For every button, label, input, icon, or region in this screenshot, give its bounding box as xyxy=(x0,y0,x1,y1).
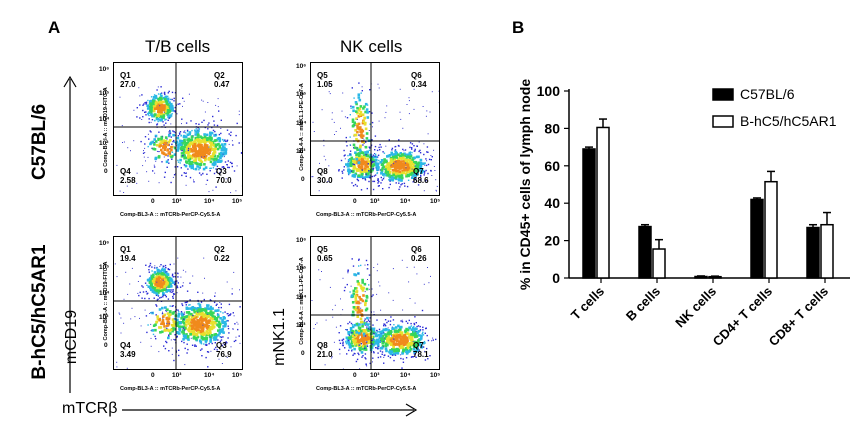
flow-x-axis-label: Comp-BL3-A :: mTCRb-PerCP-Cy5.5-A xyxy=(316,386,417,392)
flow-y-tick: 10⁴ xyxy=(296,120,307,127)
x-tick-label: NK cells xyxy=(672,284,719,331)
bar xyxy=(638,225,652,279)
quadrant-label: Q2 0.22 xyxy=(214,245,230,263)
panel-b-letter: B xyxy=(512,18,525,37)
flow-x-tick: 10³ xyxy=(172,198,182,205)
flow-x-axis-label: Comp-BL3-A :: mTCRb-PerCP-Cy5.5-A xyxy=(120,386,221,392)
y-tick-label: 80 xyxy=(544,120,560,136)
quadrant-label: Q6 0.26 xyxy=(411,245,427,263)
flow-y-axis-label: Comp-BL4-A :: mNK1.1-PE-Cy7-A xyxy=(299,257,305,345)
flow-x-axis-label: Comp-BL3-A :: mTCRb-PerCP-Cy5.5-A xyxy=(120,212,221,218)
x-tick-label: CD8+ T cells xyxy=(766,284,832,350)
quadrant-label: Q7 68.6 xyxy=(413,167,429,185)
x-tick-label: T cells xyxy=(568,284,607,323)
quadrant-label: Q4 3.49 xyxy=(120,341,136,359)
bar xyxy=(820,223,834,279)
bar xyxy=(596,126,610,279)
vertical-arrow xyxy=(63,75,77,393)
flow-x-tick: 0 xyxy=(151,372,155,379)
nk-cells-title: NK cells xyxy=(340,37,403,56)
flow-y-tick: 10⁵ xyxy=(296,265,307,272)
y-tick-label: 60 xyxy=(544,158,560,174)
legend-label: C57BL/6 xyxy=(740,86,795,102)
quadrant-label: Q3 76.9 xyxy=(216,341,232,359)
row-label-c57bl6: C57BL/6 xyxy=(29,103,50,181)
quadrant-label: Q5 1.05 xyxy=(317,71,333,89)
quadrant-label: Q1 19.4 xyxy=(120,245,136,263)
flow-y-tick: 0 xyxy=(301,350,305,357)
y-tick-label: 0 xyxy=(552,270,560,286)
flow-y-tick: 10⁶ xyxy=(296,237,307,244)
x-tick-label: B cells xyxy=(623,284,663,324)
flow-x-tick: 10⁵ xyxy=(430,198,441,205)
flow-x-tick: 0 xyxy=(353,198,357,205)
flow-y-tick: 10³ xyxy=(99,140,109,147)
flow-y-tick: 10⁴ xyxy=(99,290,110,297)
marker-mtcrb: mTCRβ xyxy=(62,400,118,417)
legend-label: B-hC5/hC5AR1 xyxy=(740,113,837,129)
quadrant-label: Q8 21.0 xyxy=(317,341,333,359)
bar xyxy=(750,198,764,279)
flow-y-tick: 10⁶ xyxy=(99,240,110,247)
quadrant-label: Q6 0.34 xyxy=(411,71,427,89)
flow-x-axis-label: Comp-BL3-A :: mTCRb-PerCP-Cy5.5-A xyxy=(316,212,417,218)
flow-x-tick: 10³ xyxy=(370,198,380,205)
flow-y-tick: 10⁶ xyxy=(296,63,307,70)
horizontal-arrow xyxy=(122,403,418,417)
panel-a-letter: A xyxy=(48,18,61,37)
quadrant-label: Q8 30.0 xyxy=(317,167,333,185)
marker-mnk11: mNK1.1 xyxy=(271,308,288,366)
bar xyxy=(582,148,596,279)
flow-y-tick: 10⁵ xyxy=(296,91,307,98)
flow-y-tick: 10³ xyxy=(296,148,306,155)
flow-x-tick: 10⁴ xyxy=(400,198,411,205)
flow-y-tick: 0 xyxy=(104,342,108,349)
flow-x-tick: 10³ xyxy=(172,372,182,379)
flow-x-tick: 10⁵ xyxy=(430,372,441,379)
flow-x-tick: 10⁴ xyxy=(204,198,215,205)
y-tick-label: 40 xyxy=(544,195,560,211)
flow-y-tick: 10³ xyxy=(296,322,306,329)
flow-plot-tb-c57bl6: Q1 27.0 Q2 0.47 Q3 70.0 Q4 2.58 xyxy=(113,62,243,196)
flow-plot-tb-b-hc5: Q1 19.4 Q2 0.22 Q3 76.9 Q4 3.49 xyxy=(113,236,243,370)
flow-x-tick: 10⁴ xyxy=(204,372,215,379)
quadrant-label: Q2 0.47 xyxy=(214,71,230,89)
flow-y-tick: 10⁵ xyxy=(99,90,110,97)
flow-y-tick: 10⁶ xyxy=(99,66,110,73)
flow-y-axis-label: Comp-BL4-A :: mNK1.1-PE-Cy7-A xyxy=(299,83,305,171)
flow-x-tick: 10⁵ xyxy=(232,198,243,205)
flow-y-tick: 0 xyxy=(301,176,305,183)
flow-plot-nk-c57bl6: Q5 1.05 Q6 0.34 Q7 68.6 Q8 30.0 xyxy=(310,62,440,196)
y-tick-label: 100 xyxy=(537,83,561,99)
flow-y-tick: 10⁴ xyxy=(99,116,110,123)
bar xyxy=(652,248,666,279)
flow-x-tick: 10⁴ xyxy=(400,372,411,379)
y-axis-title: % in CD45+ cells of lymph node xyxy=(517,79,533,290)
quadrant-label: Q3 70.0 xyxy=(216,167,232,185)
row-label-b-hc5: B-hC5/hC5AR1 xyxy=(29,244,50,380)
flow-x-tick: 10⁵ xyxy=(232,372,243,379)
flow-y-tick: 0 xyxy=(104,168,108,175)
bar xyxy=(764,180,778,279)
quadrant-label: Q4 2.58 xyxy=(120,167,136,185)
flow-plot-nk-b-hc5: Q5 0.65 Q6 0.26 Q7 78.1 Q8 21.0 xyxy=(310,236,440,370)
flow-x-tick: 0 xyxy=(151,198,155,205)
bar xyxy=(806,226,820,279)
flow-x-tick: 10³ xyxy=(370,372,380,379)
quadrant-label: Q1 27.0 xyxy=(120,71,136,89)
bar xyxy=(708,275,722,279)
flow-y-tick: 10⁵ xyxy=(99,264,110,271)
flow-y-tick: 10⁴ xyxy=(296,294,307,301)
quadrant-label: Q7 78.1 xyxy=(413,341,429,359)
flow-x-tick: 0 xyxy=(353,372,357,379)
bar-chart: 0 20 40 60 80 100% in CD45+ cells of lymph no… xyxy=(517,79,850,350)
bar xyxy=(694,275,708,279)
quadrant-label: Q5 0.65 xyxy=(317,245,333,263)
legend-swatch xyxy=(712,115,734,128)
tb-cells-title: T/B cells xyxy=(145,37,211,56)
y-tick-label: 20 xyxy=(544,233,560,249)
flow-y-tick: 10³ xyxy=(99,314,109,321)
legend-swatch xyxy=(712,88,734,101)
